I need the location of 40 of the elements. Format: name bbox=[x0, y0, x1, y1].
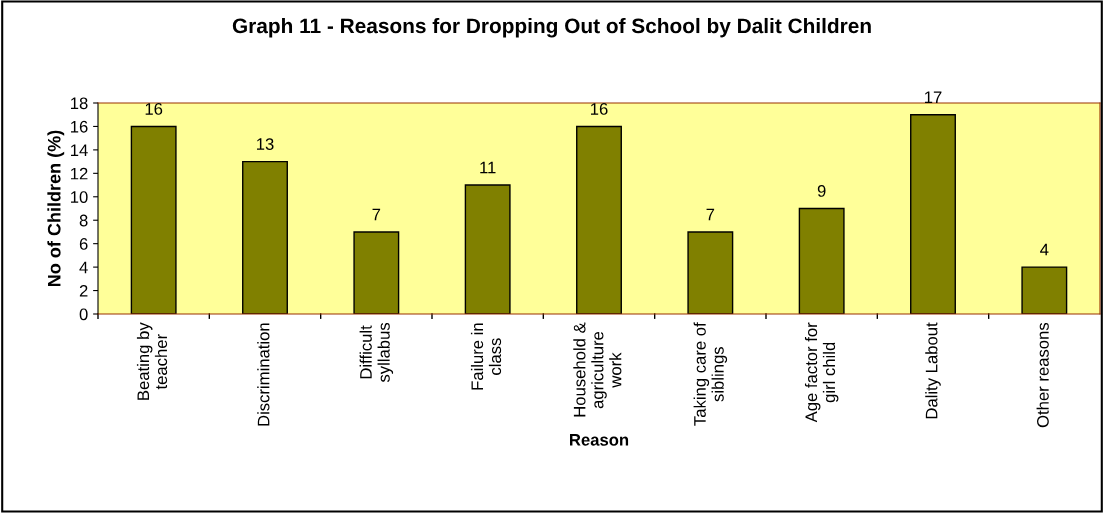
bar bbox=[910, 114, 956, 314]
x-tick-label: Discrimination bbox=[257, 323, 270, 426]
data-label: 11 bbox=[480, 161, 496, 174]
data-label: 7 bbox=[372, 208, 381, 221]
bar bbox=[798, 207, 845, 314]
x-tick-label: Age factor for girl child bbox=[804, 322, 839, 423]
y-tick-label: 8 bbox=[79, 214, 88, 227]
bar bbox=[353, 231, 400, 314]
y-tick-label: 4 bbox=[79, 261, 88, 274]
data-label: 16 bbox=[591, 103, 608, 115]
x-tick-label: Household & agriculture work bbox=[573, 322, 622, 417]
x-axis-title: Reason bbox=[570, 434, 629, 446]
x-tick-label: Beating by teacher bbox=[136, 322, 168, 400]
x-tick-label: Dality Labout bbox=[925, 322, 941, 419]
data-label: 9 bbox=[817, 185, 826, 197]
bar bbox=[130, 125, 177, 314]
y-tick-label: 14 bbox=[71, 144, 88, 156]
y-tick-label: 10 bbox=[71, 191, 88, 203]
bar bbox=[687, 231, 734, 314]
bar bbox=[242, 160, 288, 314]
y-tick-label: 12 bbox=[71, 167, 88, 180]
y-tick-label: 18 bbox=[71, 97, 88, 110]
bar bbox=[464, 184, 511, 314]
data-label: 17 bbox=[925, 91, 942, 103]
y-axis-title: No of Children (%) bbox=[47, 130, 65, 287]
x-tick-label: Other reasons bbox=[1036, 322, 1049, 428]
y-tick-label: 2 bbox=[79, 284, 88, 297]
bar bbox=[1021, 266, 1068, 314]
chart-title: Graph 11 - Reasons for Dropping Out of School by Dalit Children bbox=[232, 17, 871, 38]
y-tick-label: 0 bbox=[79, 308, 88, 321]
data-label: 13 bbox=[257, 138, 274, 150]
y-tick-label: 16 bbox=[71, 120, 88, 133]
x-tick-label: Difficult syllabus bbox=[359, 322, 394, 383]
data-label: 7 bbox=[706, 208, 715, 221]
x-tick-label: Failure in class bbox=[470, 323, 502, 390]
data-label: 16 bbox=[145, 103, 163, 115]
x-tick-label: Taking care of siblings bbox=[693, 322, 728, 426]
bar bbox=[576, 125, 622, 314]
y-tick-label: 6 bbox=[79, 238, 88, 250]
data-label: 4 bbox=[1040, 243, 1049, 256]
